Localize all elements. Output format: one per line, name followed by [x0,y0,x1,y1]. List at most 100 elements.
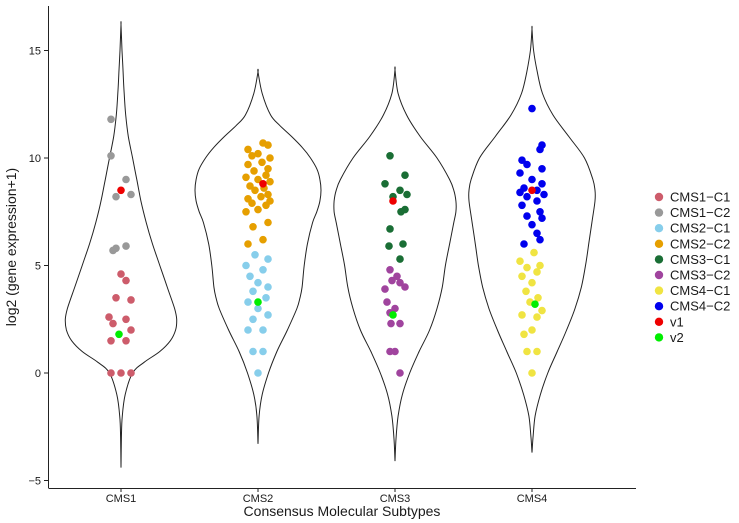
data-point-cms2-c2 [266,154,274,162]
data-point-cms3-c1 [396,186,404,195]
legend-label: CMS1−C1 [670,190,730,205]
legend-swatch-cms3-c2 [654,270,664,280]
data-point-cms4-c2 [533,197,541,205]
data-point-cms4-c1 [516,257,524,266]
data-point-cms2-c2 [266,197,274,205]
data-point-cms1-c1 [112,294,120,302]
violin-cms4 [468,25,596,453]
data-point-cms3-c1 [403,190,411,199]
x-tick-label: CMS1 [106,493,137,505]
legend-swatch-cms4-c1 [654,286,664,295]
data-point-cms1-c1 [122,276,130,285]
data-point-cms1-c1 [107,369,115,377]
legend-swatch-v1 [654,317,664,326]
legend-label: CMS1−C2 [670,205,730,220]
data-point-cms3-c1 [399,240,407,248]
data-point-cms4-c2 [523,192,531,201]
data-point-cms2-c2 [244,160,252,169]
data-point-cms4-c2 [538,180,546,188]
data-point-cms2-c2 [246,182,254,190]
x-tick-label: CMS4 [517,493,548,505]
data-point-cms1-c2 [109,246,117,255]
data-point-cms4-c1 [533,268,541,276]
data-point-cms2-c1 [254,278,262,287]
data-point-cms3-c2 [396,278,404,287]
data-point-cms3-c2 [393,272,401,281]
y-tick-label: 15 [29,46,41,58]
data-point-cms3-c2 [391,347,399,356]
data-point-cms4-c1 [522,287,530,296]
data-point-cms2-c2 [264,190,272,199]
data-point-cms1-c2 [107,152,115,160]
data-point-cms4-c2 [520,240,528,248]
violin-cms2 [194,68,322,444]
legend: CMS1−C1CMS1−C2CMS2−C1CMS2−C2CMS3−C1CMS3−… [654,190,730,345]
data-point-cms4-c2 [516,188,524,197]
data-point-cms3-c2 [396,319,404,328]
data-point-cms2-c1 [264,255,272,263]
data-point-cms2-c2 [254,175,262,184]
data-point-cms3-c2 [396,369,404,377]
legend-swatch-v2 [654,333,664,342]
data-point-cms2-c1 [249,347,257,356]
legend-label: CMS4−C2 [670,299,730,314]
data-point-v2 [389,311,397,319]
data-point-cms4-c2 [523,160,531,169]
data-point-cms3-c1 [386,152,394,160]
data-point-cms2-c1 [249,287,257,296]
violin-cms1 [64,20,178,468]
data-point-v1 [389,197,397,205]
legend-label: CMS3−C2 [670,268,730,283]
data-point-cms1-c1 [127,369,135,377]
data-point-cms4-c1 [523,263,531,272]
data-point-cms2-c1 [264,311,272,319]
legend-swatch-cms1-c1 [654,192,664,202]
data-point-cms1-c1 [122,337,130,345]
x-axis-title: Consensus Molecular Subtypes [244,503,441,519]
data-point-cms2-c1 [264,283,272,291]
data-point-cms2-c2 [249,223,257,231]
legend-label: v2 [670,330,684,345]
data-point-cms3-c1 [385,242,393,250]
data-point-cms4-c1 [528,278,536,287]
legend-swatch-cms4-c2 [654,302,664,311]
data-point-cms4-c2 [538,165,546,173]
data-point-cms2-c2 [250,167,258,175]
legend-swatch-cms3-c1 [654,255,664,264]
data-point-cms2-c2 [254,205,262,214]
data-point-cms4-c2 [523,212,531,220]
data-point-cms2-c1 [251,251,259,259]
data-point-cms1-c2 [122,242,130,250]
data-point-cms1-c1 [122,315,130,324]
legend-label: v1 [670,314,684,329]
data-point-cms4-c1 [534,294,542,302]
data-point-cms2-c1 [259,347,267,356]
data-point-cms1-c1 [107,337,115,345]
data-point-cms2-c2 [258,158,266,167]
data-point-v2 [531,300,539,309]
data-point-cms3-c2 [381,285,389,293]
data-point-cms4-c1 [533,347,541,356]
data-point-cms4-c2 [536,208,544,216]
data-point-cms1-c1 [109,319,117,328]
data-point-cms4-c2 [528,175,536,184]
data-point-cms2-c2 [266,177,274,186]
data-point-cms4-c1 [520,330,528,339]
data-point-cms2-c2 [251,186,259,195]
y-ticks: −5 0 5 10 15 [28,46,48,488]
data-point-cms4-c1 [538,306,546,315]
data-point-cms2-c2 [259,235,267,244]
data-point-cms1-c2 [122,175,130,184]
data-point-cms2-c1 [254,304,262,313]
data-point-v1 [117,186,125,195]
data-point-cms2-c2 [242,208,250,216]
legend-swatch-cms2-c2 [654,239,664,248]
data-point-cms2-c2 [244,240,252,248]
data-point-cms4-c2 [518,156,526,164]
data-point-cms1-c2 [127,190,135,199]
data-point-v1 [528,186,536,195]
data-point-cms4-c1 [530,248,538,257]
legend-label: CMS3−C1 [670,252,730,267]
data-point-cms2-c1 [249,315,257,324]
data-point-cms3-c1 [397,208,405,216]
